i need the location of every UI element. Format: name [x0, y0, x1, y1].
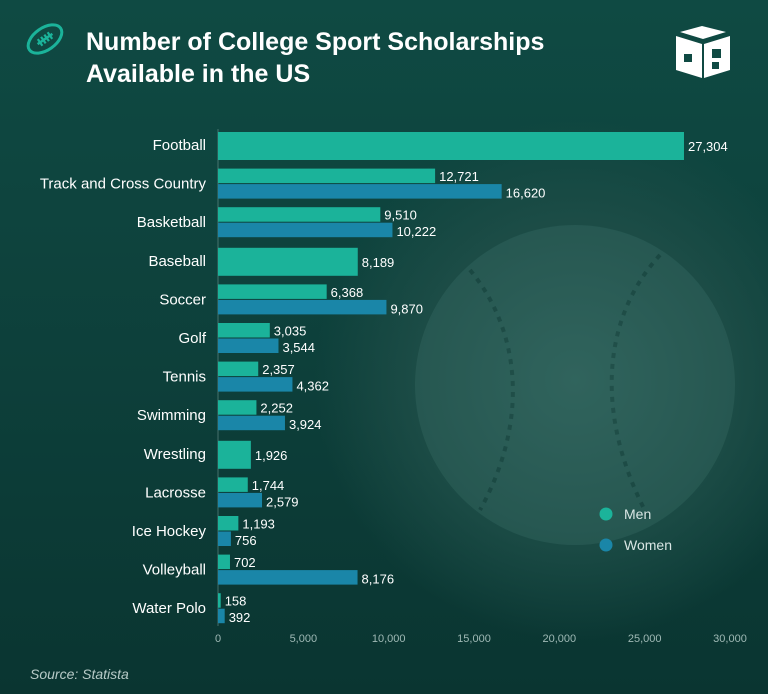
data-label-women: 3,544: [282, 340, 315, 355]
bar-women: [218, 492, 263, 508]
category-label: Ice Hockey: [132, 523, 207, 540]
data-label-women: 10,222: [396, 224, 436, 239]
data-label-women: 2,579: [266, 494, 299, 509]
bar-men: [218, 554, 230, 570]
data-label-men: 9,510: [384, 208, 417, 223]
category-label: Lacrosse: [145, 484, 206, 501]
data-label-men: 3,035: [274, 324, 307, 339]
bar-women: [218, 184, 502, 199]
data-label-women: 392: [229, 610, 251, 625]
data-label-men: 1,926: [255, 448, 288, 463]
data-label-men: 1,193: [242, 517, 275, 532]
category-label: Golf: [178, 330, 206, 347]
category-label: Swimming: [137, 407, 206, 424]
bar-women: [218, 377, 293, 392]
book-logo-icon: [676, 26, 730, 78]
title-line-2: Available in the US: [86, 60, 311, 88]
x-tick-label: 10,000: [372, 633, 406, 645]
bar-men: [218, 323, 270, 338]
bar-women: [218, 299, 387, 315]
bar-women: [218, 570, 358, 585]
category-label: Water Polo: [132, 600, 206, 617]
category-label: Basketball: [137, 214, 206, 231]
x-tick-label: 0: [215, 633, 221, 645]
source-note: Source: Statista: [30, 666, 129, 682]
data-label-men: 702: [234, 555, 256, 570]
data-label-women: 4,362: [296, 379, 329, 394]
legend-swatch: [599, 538, 613, 552]
bar-men: [218, 361, 259, 377]
data-label-women: 9,870: [390, 301, 423, 316]
data-label-men: 2,357: [262, 362, 295, 377]
x-tick-label: 20,000: [543, 633, 577, 645]
chart-title: Number of College Sport Scholarships Ava…: [86, 26, 626, 90]
data-label-men: 2,252: [260, 401, 293, 416]
football-icon: [26, 23, 64, 55]
x-tick-label: 25,000: [628, 633, 662, 645]
data-label-women: 16,620: [506, 186, 546, 201]
category-label: Track and Cross Country: [40, 176, 207, 193]
data-label-women: 756: [235, 533, 257, 548]
title-line-1: Number of College Sport Scholarships: [86, 28, 545, 56]
x-tick-label: 30,000: [713, 633, 747, 645]
legend-label: Men: [624, 506, 651, 522]
bar-women: [218, 415, 285, 431]
category-label: Volleyball: [143, 562, 206, 579]
x-tick-label: 5,000: [290, 633, 318, 645]
x-tick-label: 15,000: [457, 633, 491, 645]
bar-women: [218, 531, 231, 546]
legend-swatch: [599, 507, 613, 521]
category-label: Soccer: [159, 291, 206, 308]
bar-men: [218, 593, 221, 608]
data-label-women: 3,924: [289, 417, 322, 432]
bar-men: [218, 168, 436, 184]
data-label-men: 158: [225, 594, 247, 609]
category-label: Football: [153, 137, 206, 154]
bar-men: [218, 247, 358, 276]
bar-men: [218, 440, 251, 469]
data-label-women: 8,176: [362, 572, 395, 587]
data-label-men: 1,744: [252, 478, 285, 493]
bar-men: [218, 132, 684, 160]
bar-men: [218, 284, 327, 299]
bar-women: [218, 222, 393, 238]
category-label: Baseball: [148, 253, 206, 270]
data-label-men: 8,189: [362, 255, 395, 270]
category-label: Tennis: [163, 369, 206, 386]
category-label: Wrestling: [144, 446, 206, 463]
data-label-men: 12,721: [439, 169, 479, 184]
bar-men: [218, 400, 257, 415]
data-label-men: 6,368: [331, 285, 364, 300]
data-label-men: 27,304: [688, 139, 728, 154]
bar-women: [218, 338, 279, 353]
bar-men: [218, 516, 239, 531]
bar-men: [218, 207, 381, 222]
bar-men: [218, 477, 248, 492]
baseball-decoration: [415, 225, 735, 545]
legend-label: Women: [624, 537, 672, 553]
bar-women: [218, 608, 225, 624]
